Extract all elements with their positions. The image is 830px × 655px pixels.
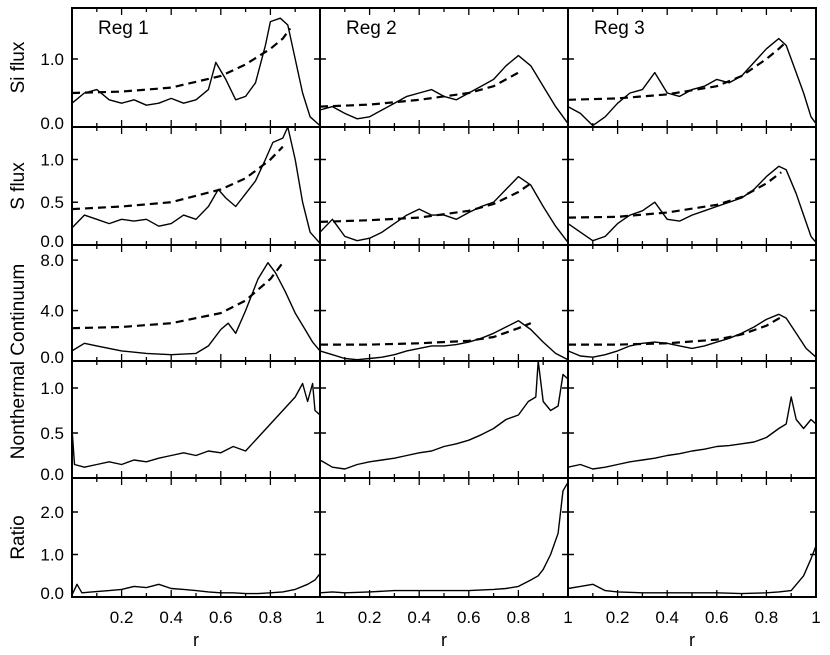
y-tick-label: 8.0 xyxy=(40,251,64,270)
panel-4-1 xyxy=(71,361,321,478)
y-tick-label: 1.0 xyxy=(40,546,64,565)
y-tick-label: 1.0 xyxy=(40,150,64,169)
data-curve xyxy=(319,54,569,125)
model-curve-dashed xyxy=(319,71,519,108)
panel-1-3 xyxy=(567,37,817,127)
y-tick-label: 1.0 xyxy=(40,379,64,398)
x-tick-label: 0.2 xyxy=(606,608,630,627)
y-tick-label: 0.5 xyxy=(40,193,64,212)
panel-5-1 xyxy=(71,478,321,597)
model-curve-dashed xyxy=(567,171,782,219)
panel-plot-area xyxy=(72,361,320,478)
data-curve xyxy=(319,360,569,470)
data-curve xyxy=(567,37,817,127)
y-tick-label: 0.0 xyxy=(40,465,64,484)
panel-plot-area xyxy=(320,245,568,361)
data-curve xyxy=(319,175,569,243)
panel-plot-area xyxy=(568,361,816,478)
x-tick-label: 0.4 xyxy=(159,608,183,627)
model-curve-dashed xyxy=(567,41,787,101)
x-tick-label: 1 xyxy=(811,608,820,627)
panel-1-1 xyxy=(71,17,321,127)
panel-plot-area xyxy=(568,478,816,597)
panel-4-2 xyxy=(319,360,569,478)
panel-plot-area xyxy=(320,478,568,597)
x-axis-label: r xyxy=(193,630,199,650)
x-tick-label: 1 xyxy=(315,608,324,627)
panel-2-3 xyxy=(567,127,817,245)
y-axis-label: S flux xyxy=(8,162,29,210)
panel-plot-area xyxy=(72,245,320,361)
model-curve-dashed xyxy=(568,314,785,346)
data-curve xyxy=(567,313,817,358)
y-tick-label: 4.0 xyxy=(40,302,64,321)
x-tick-label: 0.4 xyxy=(407,608,431,627)
y-tick-label: 0.0 xyxy=(40,232,64,251)
data-curve xyxy=(71,17,321,127)
panel-5-3 xyxy=(567,478,817,597)
data-curve xyxy=(71,126,321,244)
data-curve xyxy=(567,396,817,470)
x-tick-label: 0.2 xyxy=(358,608,382,627)
model-curve-dashed xyxy=(71,145,284,211)
model-curve-dashed xyxy=(71,27,292,95)
panel-3-2 xyxy=(319,245,569,361)
x-axis-label: r xyxy=(441,630,447,650)
y-axis-label: Nonthermal Continuum xyxy=(8,264,29,459)
data-curve xyxy=(567,545,817,595)
y-tick-label: 0.5 xyxy=(40,424,64,443)
y-axis-label: Ratio xyxy=(8,515,29,559)
panel-3-3 xyxy=(567,245,817,361)
data-curve xyxy=(319,481,569,594)
column-title: Reg 3 xyxy=(594,18,645,39)
x-tick-label: 0.8 xyxy=(755,608,779,627)
panel-3-1 xyxy=(71,245,321,361)
x-tick-label: 0.2 xyxy=(110,608,134,627)
column-title: Reg 1 xyxy=(98,18,149,39)
model-curve-dashed xyxy=(319,182,532,223)
model-curve-dashed xyxy=(71,262,284,330)
panel-plot-area xyxy=(72,127,320,245)
y-tick-label: 0.0 xyxy=(40,584,64,603)
data-curve xyxy=(567,165,817,243)
column-title: Reg 2 xyxy=(346,18,397,39)
x-tick-label: 0.6 xyxy=(705,608,729,627)
panel-2-1 xyxy=(71,126,321,245)
x-tick-label: 0.4 xyxy=(655,608,679,627)
x-tick-label: 0.6 xyxy=(209,608,233,627)
panel-5-2 xyxy=(319,478,569,597)
x-tick-label: 1 xyxy=(563,608,572,627)
x-axis-label: r xyxy=(689,630,695,650)
model-curve-dashed xyxy=(320,322,532,346)
y-tick-label: 0.0 xyxy=(40,348,64,367)
panel-plot-area xyxy=(568,127,816,245)
y-tick-label: 1.0 xyxy=(40,50,64,69)
panel-2-2 xyxy=(319,175,569,243)
data-curve xyxy=(71,262,321,356)
data-curve xyxy=(319,320,569,361)
x-tick-label: 0.6 xyxy=(457,608,481,627)
y-tick-label: 2.0 xyxy=(40,503,64,522)
x-tick-label: 0.8 xyxy=(507,608,531,627)
panel-plot-area xyxy=(568,245,816,361)
x-tick-label: 0.8 xyxy=(259,608,283,627)
data-curve xyxy=(71,573,321,596)
data-curve xyxy=(71,382,321,468)
y-axis-label: Si flux xyxy=(8,41,29,93)
panel-plot-area xyxy=(320,361,568,478)
panel-1-2 xyxy=(319,54,569,125)
y-tick-label: 0.0 xyxy=(40,114,64,133)
panel-plot-area xyxy=(72,478,320,597)
panel-4-3 xyxy=(567,361,817,478)
